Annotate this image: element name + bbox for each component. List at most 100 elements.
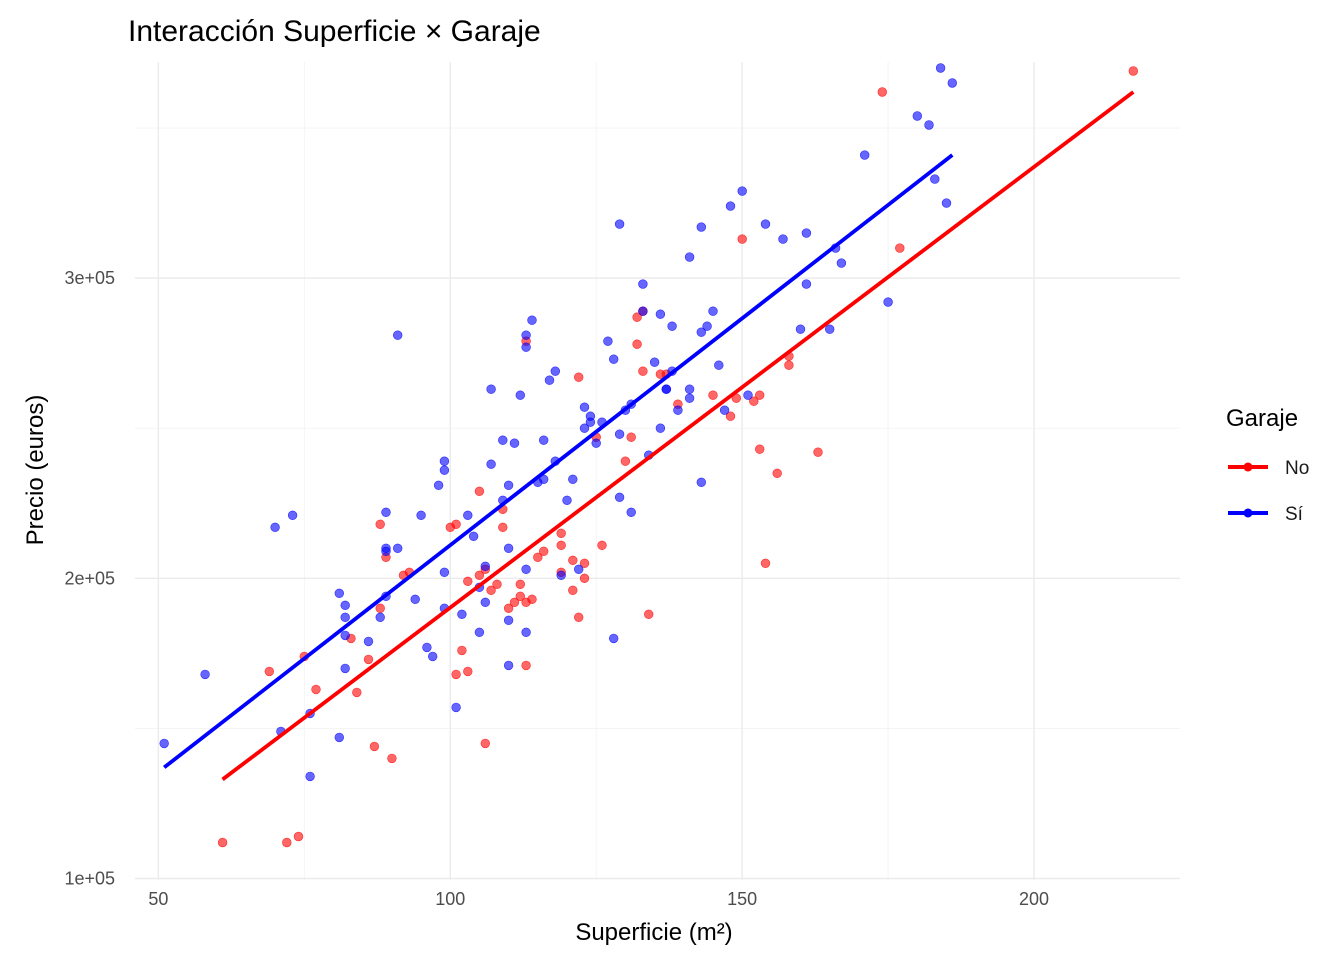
data-point-si	[667, 321, 677, 331]
data-point-si	[503, 543, 514, 553]
data-point-si	[795, 324, 806, 334]
data-point-si	[439, 567, 450, 577]
data-point-no	[638, 366, 648, 376]
x-tick-label: 50	[148, 889, 168, 909]
data-point-no	[451, 669, 461, 680]
data-point-si	[503, 480, 514, 490]
data-point-si	[626, 507, 636, 517]
data-point-si	[579, 402, 590, 412]
legend-label-no: No	[1285, 458, 1309, 479]
data-point-no	[784, 360, 794, 370]
data-point-no	[352, 687, 362, 698]
data-point-no	[813, 447, 823, 457]
data-point-si	[433, 480, 444, 490]
data-point-no	[772, 468, 782, 478]
data-point-no	[521, 660, 531, 671]
x-axis-ticks: 50 100 150 200	[148, 889, 1049, 909]
data-point-no	[632, 312, 642, 322]
data-point-si	[305, 771, 315, 782]
y-axis-title: Precio (euros)	[22, 395, 49, 546]
data-point-no	[474, 570, 485, 580]
data-point-si	[941, 198, 952, 208]
fit-line-si	[163, 153, 954, 769]
series-no-points	[217, 66, 1139, 848]
data-point-si	[334, 588, 344, 598]
data-point-si	[200, 669, 210, 680]
data-point-si	[503, 660, 514, 671]
data-point-si	[486, 384, 496, 394]
data-point-si	[544, 375, 555, 385]
grid-minor	[135, 62, 1180, 880]
data-point-si	[947, 78, 957, 88]
data-point-si	[393, 543, 403, 553]
data-point-si	[608, 633, 619, 644]
data-point-si	[725, 201, 736, 211]
data-point-si	[655, 423, 666, 433]
data-point-si	[579, 423, 590, 433]
data-point-no	[556, 540, 566, 550]
data-point-si	[708, 306, 718, 316]
data-point-no	[463, 666, 473, 677]
data-point-no	[579, 573, 590, 583]
data-point-si	[824, 324, 835, 334]
data-point-si	[568, 474, 578, 484]
data-point-si	[614, 429, 625, 439]
data-point-no	[620, 456, 631, 466]
data-point-si	[801, 228, 812, 238]
data-point-no	[725, 411, 736, 421]
data-point-no	[492, 579, 502, 589]
data-point-no	[754, 444, 765, 454]
data-point-no	[463, 576, 473, 586]
data-point-no	[486, 585, 496, 595]
data-point-no	[708, 390, 718, 400]
data-point-no	[498, 522, 508, 532]
x-axis-title: Superficie (m²)	[575, 919, 732, 946]
data-point-si	[503, 615, 514, 625]
data-point-no	[760, 558, 771, 568]
data-point-no	[1128, 66, 1139, 76]
data-point-si	[439, 456, 450, 466]
data-point-si	[684, 384, 695, 394]
legend-key-point-si	[1243, 508, 1253, 518]
data-point-si	[702, 321, 712, 331]
legend-title: Garaje	[1226, 405, 1298, 432]
legend-label-si: Sí	[1285, 504, 1304, 525]
data-point-si	[684, 252, 695, 262]
data-point-si	[614, 219, 625, 229]
data-point-si	[556, 570, 566, 580]
data-point-si	[696, 477, 706, 487]
data-point-si	[340, 630, 350, 641]
data-point-no	[877, 87, 887, 97]
data-point-no	[527, 594, 537, 604]
data-point-no	[573, 612, 584, 622]
x-tick-label: 100	[435, 889, 465, 909]
y-tick-label: 1e+05	[64, 868, 115, 888]
data-point-no	[895, 243, 905, 253]
y-tick-label: 3e+05	[64, 268, 115, 288]
data-point-no	[264, 666, 274, 677]
x-tick-label: 150	[727, 889, 757, 909]
data-point-no	[457, 645, 467, 656]
data-point-si	[737, 186, 747, 196]
data-point-si	[509, 438, 520, 448]
data-point-no	[503, 603, 514, 613]
data-point-no	[538, 546, 549, 556]
legend-item-si: Sí	[1228, 504, 1304, 525]
data-point-si	[930, 174, 940, 184]
data-point-si	[935, 63, 946, 73]
data-point-no	[556, 528, 566, 538]
data-point-no	[282, 837, 292, 848]
data-point-si	[603, 336, 613, 346]
data-point-si	[638, 279, 648, 289]
data-point-no	[749, 396, 759, 406]
data-point-no	[568, 585, 578, 595]
data-point-si	[463, 510, 473, 520]
data-point-no	[754, 390, 765, 400]
data-point-no	[480, 738, 490, 749]
data-point-si	[422, 642, 432, 653]
legend: Garaje No Sí	[1226, 405, 1309, 525]
data-point-si	[550, 366, 560, 376]
data-point-no	[363, 654, 374, 665]
data-point-si	[439, 465, 450, 475]
